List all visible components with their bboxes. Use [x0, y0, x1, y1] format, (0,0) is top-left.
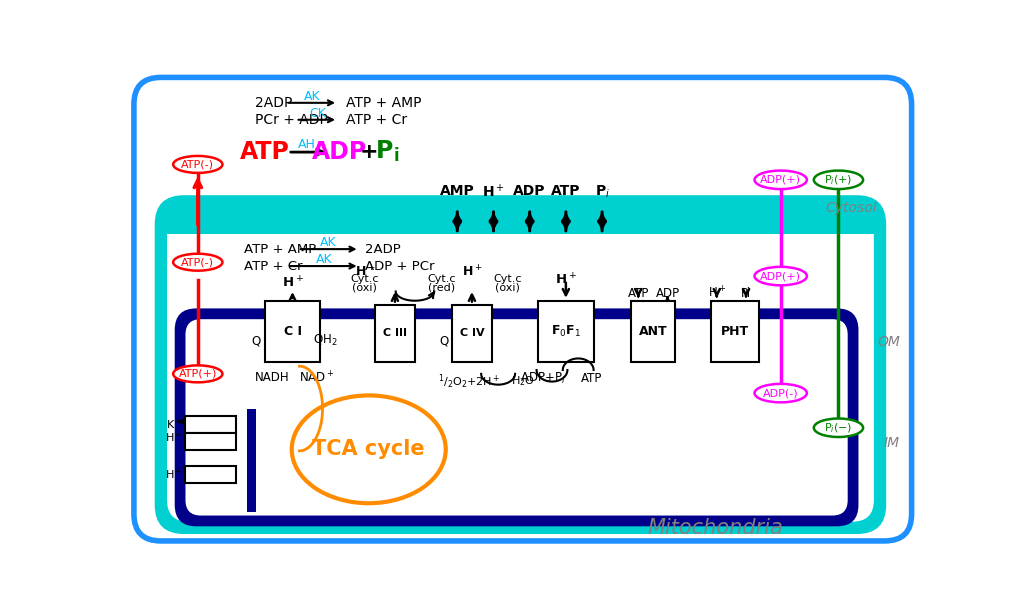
- Text: (red): (red): [428, 283, 455, 292]
- Text: Cyt.c: Cyt.c: [351, 274, 379, 284]
- Text: H$^+$: H$^+$: [165, 467, 182, 482]
- Text: H$^+$: H$^+$: [482, 183, 504, 200]
- Ellipse shape: [173, 365, 222, 383]
- Bar: [451, 305, 491, 362]
- Ellipse shape: [754, 170, 806, 189]
- Text: P$_i$(−): P$_i$(−): [823, 421, 852, 435]
- Text: ATP: ATP: [581, 372, 602, 385]
- Text: ADP: ADP: [312, 140, 367, 164]
- Text: TCA cycle: TCA cycle: [312, 440, 425, 459]
- Text: PHT: PHT: [720, 325, 749, 338]
- Text: ATP: ATP: [239, 140, 289, 164]
- Bar: [167, 200, 873, 234]
- Text: C IV: C IV: [460, 328, 484, 338]
- Bar: [185, 433, 235, 450]
- FancyBboxPatch shape: [174, 308, 858, 527]
- Text: C I: C I: [283, 325, 302, 338]
- Text: H$^+$: H$^+$: [355, 265, 375, 280]
- Text: H$^+$: H$^+$: [281, 275, 303, 291]
- Ellipse shape: [754, 384, 806, 402]
- Text: ATP + Cr: ATP + Cr: [345, 113, 407, 127]
- Text: Cyt.c: Cyt.c: [427, 274, 455, 284]
- FancyBboxPatch shape: [167, 208, 873, 522]
- Bar: [375, 305, 415, 362]
- Text: 2ADP: 2ADP: [365, 243, 400, 256]
- Text: OM: OM: [876, 335, 899, 349]
- Text: H$^+$: H$^+$: [707, 286, 726, 300]
- Text: IM: IM: [883, 436, 899, 450]
- Text: ATP: ATP: [627, 286, 648, 300]
- Text: Pi: Pi: [740, 286, 750, 300]
- Text: H$^+$: H$^+$: [165, 429, 182, 444]
- Text: PCr + ADP: PCr + ADP: [255, 113, 327, 127]
- Text: Mitochondria: Mitochondria: [647, 518, 783, 538]
- Text: i: i: [393, 147, 398, 165]
- Ellipse shape: [813, 170, 862, 189]
- Ellipse shape: [754, 267, 806, 285]
- Ellipse shape: [291, 395, 445, 503]
- Text: (oxi): (oxi): [494, 283, 520, 292]
- FancyBboxPatch shape: [185, 319, 847, 516]
- Ellipse shape: [173, 156, 222, 173]
- Bar: [247, 408, 256, 512]
- Text: ADP + PCr: ADP + PCr: [365, 259, 434, 273]
- Text: P$_i$(+): P$_i$(+): [823, 173, 852, 186]
- Text: Q: Q: [251, 334, 260, 347]
- Text: K$^+$: K$^+$: [166, 417, 182, 432]
- Text: ADP: ADP: [655, 286, 679, 300]
- Bar: [538, 301, 593, 362]
- Text: P$_i$: P$_i$: [594, 183, 609, 200]
- Text: ADP+P$_i$: ADP+P$_i$: [520, 371, 565, 386]
- Text: ADP(-): ADP(-): [762, 388, 798, 398]
- Text: H$_2$O: H$_2$O: [511, 375, 534, 389]
- Bar: [630, 301, 675, 362]
- Text: NAD$^+$: NAD$^+$: [299, 370, 334, 386]
- Text: $^1/_2$O$_2$+2H$^+$: $^1/_2$O$_2$+2H$^+$: [437, 372, 499, 390]
- Text: ADP(+): ADP(+): [759, 271, 800, 281]
- Text: NADH: NADH: [255, 371, 289, 384]
- Bar: [710, 301, 758, 362]
- Text: CK: CK: [309, 107, 326, 120]
- Text: ATP(-): ATP(-): [181, 159, 214, 169]
- Text: AMP: AMP: [439, 185, 474, 199]
- Text: ATP(-): ATP(-): [181, 257, 214, 267]
- Text: H$^+$: H$^+$: [462, 265, 482, 280]
- Text: AK: AK: [320, 235, 336, 249]
- Text: Q: Q: [439, 334, 448, 347]
- Text: ATP + AMP: ATP + AMP: [244, 243, 316, 256]
- Text: (oxi): (oxi): [353, 283, 377, 292]
- Text: ATP(+): ATP(+): [178, 369, 217, 379]
- FancyBboxPatch shape: [133, 77, 911, 541]
- Text: Cyt.c: Cyt.c: [492, 274, 521, 284]
- Text: ATP + Cr: ATP + Cr: [244, 259, 303, 273]
- Ellipse shape: [813, 419, 862, 437]
- Text: ADP(+): ADP(+): [759, 175, 800, 185]
- Bar: [185, 466, 235, 483]
- Text: P: P: [375, 139, 392, 162]
- Text: H$^+$: H$^+$: [554, 272, 576, 287]
- Bar: [265, 301, 320, 362]
- Text: AK: AK: [304, 90, 320, 103]
- Text: Cytosol: Cytosol: [824, 201, 876, 215]
- Text: QH$_2$: QH$_2$: [312, 333, 337, 348]
- Text: +: +: [359, 142, 378, 162]
- Text: ATP: ATP: [550, 185, 580, 199]
- Text: F$_0$F$_1$: F$_0$F$_1$: [550, 324, 580, 339]
- Text: ANT: ANT: [638, 325, 666, 338]
- Text: C III: C III: [382, 328, 407, 338]
- FancyBboxPatch shape: [155, 195, 886, 534]
- Text: ADP: ADP: [513, 185, 545, 199]
- Bar: [185, 416, 235, 433]
- Text: AH: AH: [298, 138, 316, 151]
- Text: ATP + AMP: ATP + AMP: [345, 96, 421, 110]
- Text: AK: AK: [316, 253, 332, 265]
- Text: 2ADP: 2ADP: [255, 96, 291, 110]
- Ellipse shape: [173, 254, 222, 271]
